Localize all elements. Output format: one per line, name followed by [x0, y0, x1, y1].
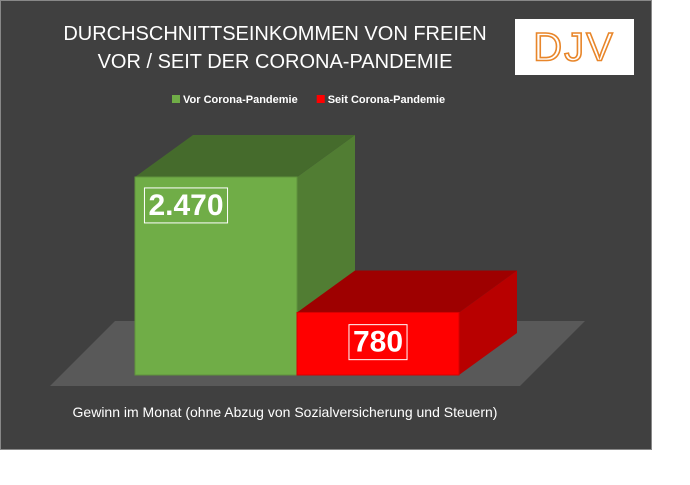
data-label-box	[143, 187, 229, 224]
bar-top	[135, 135, 355, 177]
bar-side	[459, 270, 517, 375]
logo: DJV	[533, 26, 615, 70]
legend-label: Vor Corona-Pandemie	[183, 94, 298, 106]
bar	[134, 176, 298, 376]
bar-top	[297, 270, 517, 313]
bar	[296, 311, 460, 376]
chart-title: DURCHSCHNITTSEINKOMMEN VON FREIEN VOR / …	[63, 23, 487, 73]
legend-swatch	[316, 95, 325, 103]
x-tick-label: Gewinn im Monat (ohne Abzug von Sozialve…	[72, 404, 498, 420]
data-label: 780	[353, 326, 403, 359]
logo-box	[515, 19, 634, 75]
data-label: 2.470	[148, 189, 223, 222]
data-label-box	[348, 324, 408, 361]
legend-label: Seit Corona-Pandemie	[328, 94, 445, 106]
legend-swatch	[172, 95, 180, 103]
